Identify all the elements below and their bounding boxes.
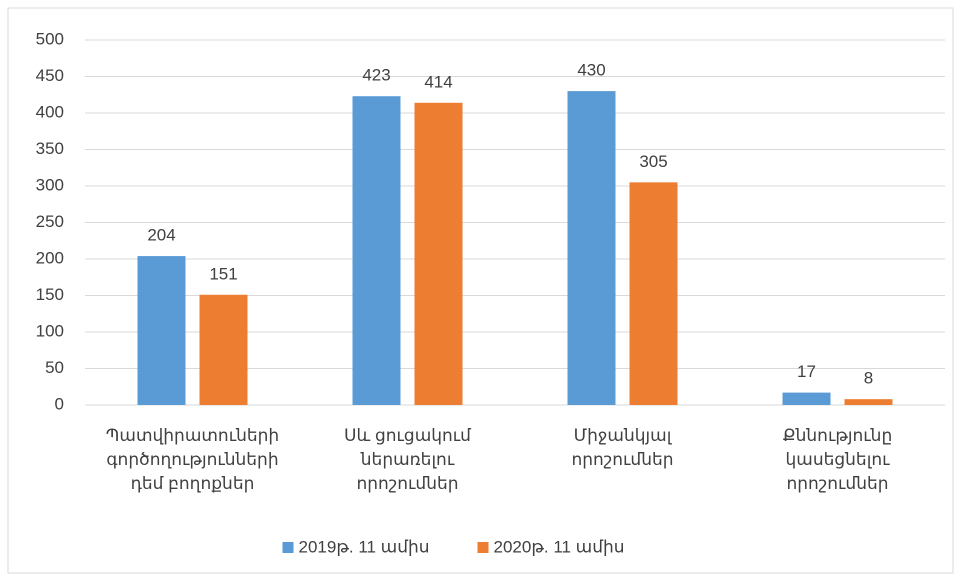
bar: [844, 399, 893, 405]
y-tick-label: 450: [36, 66, 64, 85]
legend-swatch: [477, 542, 489, 553]
bar: [414, 102, 463, 405]
data-label: 430: [577, 61, 605, 80]
legend-swatch: [282, 542, 294, 553]
data-label: 305: [639, 152, 667, 171]
data-label: 151: [209, 264, 237, 283]
y-tick-label: 100: [36, 321, 64, 340]
bar: [629, 182, 678, 405]
legend-label: 2020թ. 11 ամիս: [494, 537, 625, 556]
y-tick-label: 350: [36, 139, 64, 158]
y-tick-label: 250: [36, 212, 64, 231]
data-label: 414: [424, 72, 452, 91]
x-tick-label: Սև ցուցակում ներառելու որոշումներ: [344, 426, 471, 493]
y-tick-label: 500: [36, 29, 64, 48]
data-label: 423: [362, 66, 390, 85]
y-tick-label: 400: [36, 102, 64, 121]
bar: [199, 294, 248, 405]
data-label: 204: [147, 226, 175, 245]
x-tick-label: Քննությունը կասեցնելու որոշումներ: [782, 426, 893, 493]
x-tick-label: Պատվիրատուների գործողությունների դեմ բող…: [105, 426, 280, 493]
data-label: 17: [797, 362, 816, 381]
y-tick-label: 50: [45, 358, 64, 377]
bar: [352, 96, 401, 406]
y-tick-label: 200: [36, 248, 64, 267]
x-tick-label: Միջանկյալ որոշումներ: [571, 426, 674, 469]
data-label: 8: [864, 369, 873, 388]
y-tick-label: 300: [36, 175, 64, 194]
bar: [137, 256, 186, 405]
bar: [567, 91, 616, 405]
y-tick-label: 150: [36, 285, 64, 304]
y-tick-label: 0: [55, 394, 64, 413]
bar: [782, 392, 831, 405]
legend-label: 2019թ. 11 ամիս: [299, 537, 430, 556]
